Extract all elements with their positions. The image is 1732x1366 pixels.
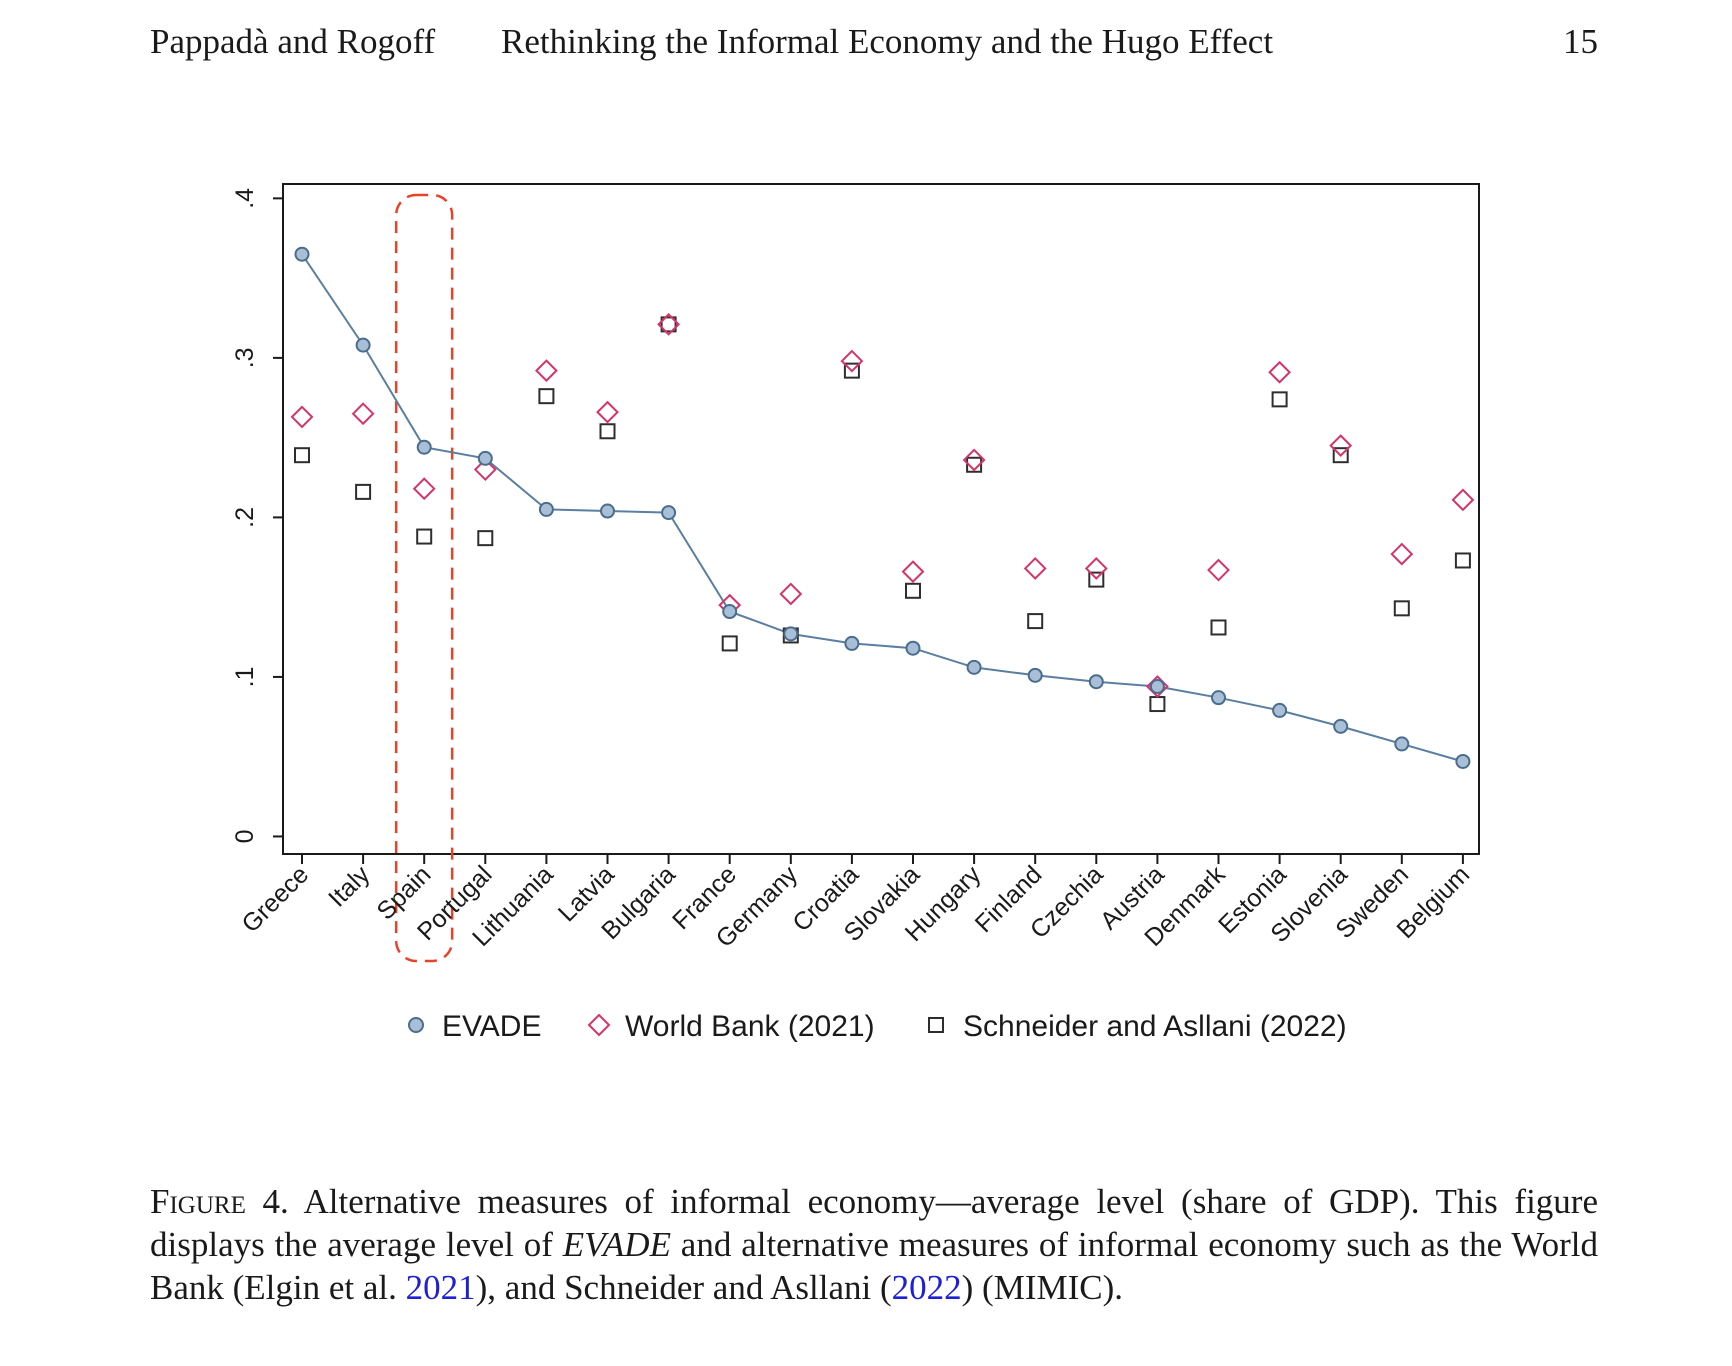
schneider-point-latvia: [599, 423, 616, 440]
evade-point-bulgaria: [661, 505, 677, 521]
evade-point-italy: [355, 337, 371, 353]
schneider-point-france: [721, 635, 738, 652]
evade-point-slovenia: [1333, 718, 1349, 734]
caption-figure-label: Figure 4.: [150, 1182, 289, 1221]
evade-point-latvia: [600, 503, 615, 519]
world-bank-point-finland: [1023, 557, 1047, 580]
schneider-point-slovakia: [905, 582, 921, 599]
evade-point-belgium: [1455, 753, 1471, 769]
evade-point-lithuania: [538, 501, 554, 517]
evade-point-finland: [1027, 667, 1043, 683]
running-title: Rethinking the Informal Economy and the …: [501, 22, 1274, 61]
world-bank-point-hungary: [962, 448, 986, 472]
schneider-point-slovenia: [1332, 447, 1349, 464]
evade-point-spain: [416, 439, 432, 455]
schneider-point-belgium: [1454, 552, 1471, 569]
world-bank-point-estonia: [1268, 360, 1292, 384]
citation-link-2021[interactable]: 2021: [405, 1268, 476, 1307]
plot-frame: [282, 183, 1480, 855]
y-tick-label: 0: [231, 829, 259, 843]
schneider-point-portugal: [477, 530, 494, 547]
evade-point-france: [722, 604, 738, 620]
caption-text-a: Alternative measures of informal economy…: [150, 1182, 1598, 1264]
legend-schneider-marker: [928, 1017, 944, 1033]
schneider-point-hungary: [966, 456, 983, 473]
world-bank-point-greece: [290, 405, 314, 429]
evade-point-austria: [1149, 679, 1165, 694]
legend-world-bank-label: World Bank (2021): [625, 1010, 875, 1043]
world-bank-point-denmark: [1207, 558, 1230, 582]
caption-text-c: ), and Schneider and Asllani (: [475, 1268, 892, 1307]
schneider-point-italy: [355, 483, 372, 500]
schneider-point-finland: [1027, 613, 1044, 630]
world-bank-point-italy: [351, 402, 375, 426]
world-bank-point-germany: [779, 582, 803, 606]
evade-point-germany: [783, 626, 799, 642]
world-bank-point-portugal: [473, 458, 497, 481]
page-header: Pappadà and Rogoff Rethinking the Inform…: [150, 22, 1598, 66]
schneider-point-czechia: [1088, 571, 1105, 588]
y-tick-label: .3: [231, 347, 259, 368]
legend-schneider-label: Schneider and Asllani (2022): [963, 1010, 1347, 1043]
evade-point-croatia: [844, 635, 860, 651]
caption-text-d: ) (MIMIC).: [961, 1268, 1124, 1307]
evade-point-estonia: [1272, 702, 1288, 718]
world-bank-point-slovakia: [901, 560, 925, 584]
highlight-box-spain: [394, 193, 454, 963]
world-bank-point-bulgaria: [657, 312, 681, 336]
citation-link-2022[interactable]: 2022: [891, 1268, 962, 1307]
evade-series-line: [301, 253, 1464, 763]
y-tick-label: .1: [231, 666, 259, 687]
world-bank-point-slovenia: [1329, 434, 1353, 458]
schneider-point-lithuania: [538, 388, 555, 405]
legend-world-bank-marker: [587, 1013, 611, 1037]
page-number: 15: [1563, 22, 1598, 61]
world-bank-point-croatia: [840, 349, 864, 373]
x-tick-label-greece: Greece: [236, 860, 314, 938]
legend-evade-label: EVADE: [442, 1010, 541, 1043]
caption-text-b: and alternative measures of informal eco…: [150, 1225, 1599, 1307]
schneider-point-bulgaria: [660, 316, 677, 333]
x-tick-label-italy: Italy: [323, 860, 376, 913]
world-bank-point-sweden: [1390, 542, 1414, 566]
schneider-point-denmark: [1210, 619, 1227, 636]
world-bank-point-spain: [412, 477, 436, 501]
running-authors: Pappadà and Rogoff: [150, 22, 436, 61]
schneider-point-sweden: [1393, 600, 1410, 617]
evade-point-denmark: [1211, 690, 1226, 706]
evade-point-portugal: [477, 450, 493, 466]
schneider-point-spain: [416, 528, 433, 545]
world-bank-point-latvia: [596, 400, 619, 424]
caption-emph-evade: EVADE: [562, 1225, 671, 1264]
schneider-point-estonia: [1271, 391, 1288, 408]
evade-point-greece: [294, 246, 310, 262]
world-bank-point-czechia: [1084, 557, 1108, 580]
world-bank-point-belgium: [1451, 488, 1475, 512]
evade-point-slovakia: [905, 640, 921, 656]
schneider-point-greece: [294, 447, 310, 464]
evade-point-hungary: [966, 659, 982, 675]
evade-point-czechia: [1088, 674, 1104, 690]
informal-economy-chart: Greece ItalySpainPortugalLithuaniaLatviaB…: [231, 183, 1480, 1043]
y-tick-label: .2: [231, 507, 259, 528]
world-bank-point-lithuania: [534, 359, 558, 383]
schneider-point-austria: [1149, 696, 1166, 713]
evade-point-sweden: [1394, 736, 1410, 752]
legend-evade-marker: [408, 1017, 424, 1033]
y-tick-label: .4: [231, 188, 259, 209]
figure-caption: Figure 4. Alternative measures of inform…: [150, 1180, 1598, 1309]
schneider-point-croatia: [843, 362, 860, 379]
